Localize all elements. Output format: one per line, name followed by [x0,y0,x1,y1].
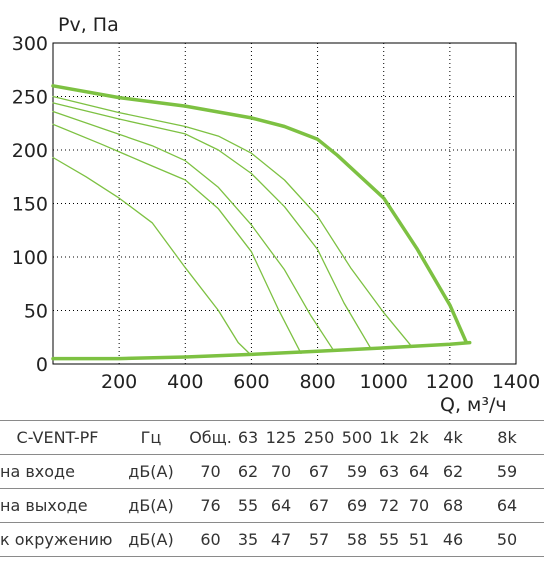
band-header: 125 [262,420,300,455]
table-cell: 64 [470,488,544,523]
y-tick-label: 150 [12,194,48,216]
band-header: 500 [338,420,376,455]
table-cell: 63 [376,454,402,489]
x-tick-label: 200 [101,371,137,393]
table-cell: 67 [300,454,338,489]
table-cell: 51 [402,522,436,557]
table-cell: 70 [262,454,300,489]
table-cell: 62 [436,454,470,489]
table-cell: 60 [187,522,234,557]
table-cell: 47 [262,522,300,557]
y-axis-label: Pv, Па [58,14,119,36]
y-tick-label: 200 [12,140,48,162]
performance-curve [52,102,372,349]
table-cell: 72 [376,488,402,523]
row-unit: дБ(А) [115,522,187,557]
table-row: к окружению дБ(А) 60 35 47 57 58 55 51 4… [0,522,544,557]
y-tick-label: 0 [36,354,48,376]
table-cell: 67 [300,488,338,523]
row-unit: дБ(А) [115,488,187,523]
x-tick-label: 1000 [360,371,408,393]
total-header: Общ. [187,420,234,455]
band-header: 250 [300,420,338,455]
table-cell: 64 [402,454,436,489]
fan-performance-chart: 0 50 100 150 200 250 300 200 400 600 800 1000 1200 14… [12,14,540,416]
table-cell: 62 [234,454,262,489]
table-cell: 70 [187,454,234,489]
table-cell: 68 [436,488,470,523]
table-cell: 50 [470,522,544,557]
table-cell: 55 [376,522,402,557]
y-tick-label: 300 [12,33,48,55]
x-tick-label: 800 [299,371,335,393]
band-header: 1k [376,420,402,455]
table-cell: 69 [338,488,376,523]
table-cell: 57 [300,522,338,557]
x-axis-label: Q, м³/ч [440,394,507,416]
plot-frame [52,42,517,365]
performance-curve [52,123,302,354]
table-row: на входе дБ(А) 70 62 70 67 59 63 64 62 5… [0,454,544,489]
model-name: C-VENT-PF [0,420,115,455]
x-tick-label: 600 [233,371,269,393]
unit-header: Гц [115,420,187,455]
band-header: 4k [436,420,470,455]
table-header-row: C-VENT-PF Гц Общ. 63 125 250 500 1k 2k 4… [0,420,544,455]
table-cell: 35 [234,522,262,557]
table-cell: 59 [470,454,544,489]
band-header: 8k [470,420,544,455]
performance-curve [52,95,411,346]
table-cell: 59 [338,454,376,489]
chart-curves [51,84,472,361]
x-tick-label: 400 [167,371,203,393]
x-tick-label: 1200 [426,371,474,393]
y-tick-label: 250 [12,87,48,109]
chart-ticks: 0 50 100 150 200 250 300 200 400 600 800 1000 1200 14… [12,33,540,393]
y-tick-label: 100 [12,247,48,269]
band-header: 63 [234,420,262,455]
table-cell: 76 [187,488,234,523]
table-cell: 46 [436,522,470,557]
chart-grid [52,42,517,365]
table-cell: 55 [234,488,262,523]
table-cell: 64 [262,488,300,523]
table-cell: 58 [338,522,376,557]
y-tick-label: 50 [24,301,48,323]
row-unit: дБ(А) [115,454,187,489]
table-cell: 70 [402,488,436,523]
row-label: к окружению [0,522,115,557]
performance-curve [52,156,253,357]
x-tick-label: 1400 [492,371,540,393]
performance-curve-main [51,340,472,361]
noise-spec-table: C-VENT-PF Гц Общ. 63 125 250 500 1k 2k 4… [0,420,544,557]
performance-curve-main [51,84,469,345]
row-label: на выходе [0,488,115,523]
table-row: на выходе дБ(А) 76 55 64 67 69 72 70 68 … [0,488,544,523]
band-header: 2k [402,420,436,455]
row-label: на входе [0,454,115,489]
performance-curve [52,110,335,352]
